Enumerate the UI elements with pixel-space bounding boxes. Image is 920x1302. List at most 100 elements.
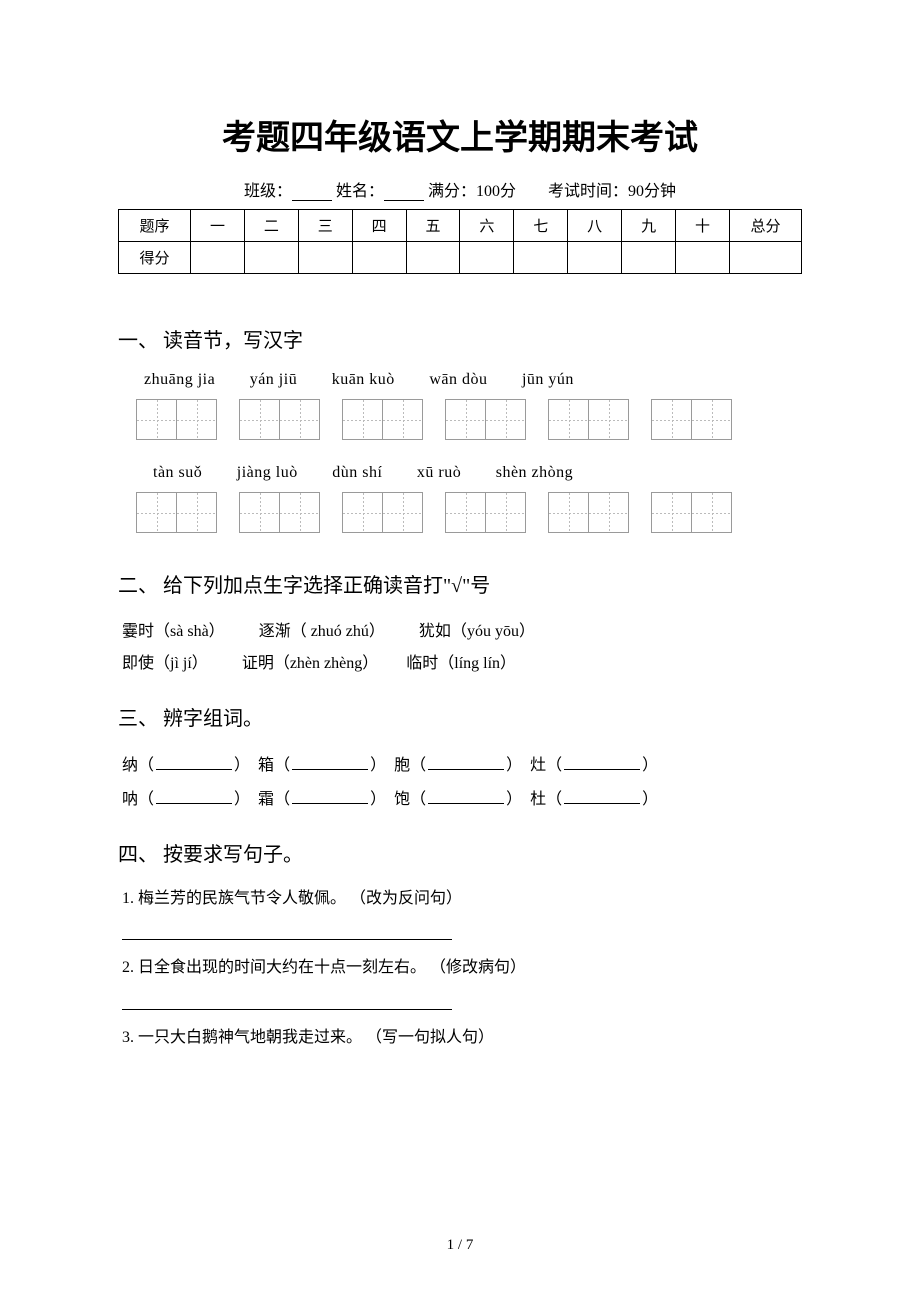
header-cell: 六 [460,210,514,242]
header-cell: 题序 [119,210,191,242]
q2-word: 霎时 [122,623,154,640]
pinyin: kuān kuò [332,371,395,388]
header-cell: 三 [298,210,352,242]
fill-blank [156,756,232,770]
char-box [342,492,423,533]
q3-char: 灶 [530,757,546,774]
q2-py: （sà shà） [154,623,225,640]
char-box [548,399,629,440]
score-cell [406,242,460,274]
tianzi-cell [239,399,280,440]
tianzi-cell [382,492,423,533]
class-blank [292,185,332,201]
score-cell [622,242,676,274]
tianzi-cell [548,399,589,440]
answer-line [122,920,452,940]
tianzi-cell [279,399,320,440]
fill-blank [564,756,640,770]
q3-char: 杜 [530,791,546,808]
answer-line [122,990,452,1010]
char-box [445,399,526,440]
q3-char: 霜 [258,791,274,808]
fill-blank [292,756,368,770]
header-cell: 七 [514,210,568,242]
tianzi-cell [136,399,177,440]
fill-blank [156,790,232,804]
q2-py: （ zhuó zhú） [291,623,385,640]
q3-char: 胞 [394,757,410,774]
fill-blank [428,756,504,770]
tianzi-cell [279,492,320,533]
tianzi-cell [342,399,383,440]
char-box [548,492,629,533]
q4-item: 2. 日全食出现的时间大约在十点一刻左右。 （修改病句） [122,954,802,981]
tianzi-cell [588,492,629,533]
tianzi-cell [239,492,280,533]
fill-blank [564,790,640,804]
char-box [445,492,526,533]
time-label: 考试时间： [548,183,628,200]
q2-word: 证明 [242,655,274,672]
score-cell [514,242,568,274]
char-box [239,399,320,440]
score-cell [298,242,352,274]
header-cell: 八 [568,210,622,242]
tianzi-row-1 [136,399,802,440]
tianzi-cell [691,492,732,533]
pinyin-row-2: tàn suǒ jiàng luò dùn shí xū ruò shèn zh… [144,464,802,482]
tianzi-cell [548,492,589,533]
tianzi-cell [136,492,177,533]
tianzi-cell [342,492,383,533]
q2-py: （yóu yōu） [451,623,535,640]
score-value: 100分 [476,183,516,200]
header-cell: 一 [191,210,245,242]
score-cell [191,242,245,274]
tianzi-cell [651,399,692,440]
q2-word: 犹如 [419,623,451,640]
char-box [136,399,217,440]
fill-blank [292,790,368,804]
q4-title: 四、 按要求写句子。 [118,838,802,867]
tianzi-cell [382,399,423,440]
name-blank [384,185,424,201]
header-cell: 二 [244,210,298,242]
header-cell: 五 [406,210,460,242]
tianzi-cell [176,492,217,533]
q2-word: 逐渐 [259,623,291,640]
q2-py: （líng lín） [438,655,516,672]
q4-item: 3. 一只大白鹅神气地朝我走过来。 （写一句拟人句） [122,1024,802,1051]
char-box [239,492,320,533]
tianzi-cell [651,492,692,533]
header-cell: 总分 [730,210,802,242]
q4-item: 1. 梅兰芳的民族气节令人敬佩。 （改为反问句） [122,885,802,912]
score-label-cell: 得分 [119,242,191,274]
pinyin: yán jiū [250,371,298,388]
score-cell [460,242,514,274]
score-cell [568,242,622,274]
q3-char: 纳 [122,757,138,774]
time-value: 90分钟 [628,183,676,200]
pinyin: tàn suǒ [153,464,202,481]
q2-title: 二、 给下列加点生字选择正确读音打"√"号 [118,569,802,598]
char-box [342,399,423,440]
class-label: 班级： [244,183,292,200]
header-cell: 九 [622,210,676,242]
name-label: 姓名： [336,183,384,200]
char-box [651,492,732,533]
q1-title: 一、 读音节，写汉字 [118,324,802,353]
pinyin: wān dòu [429,371,487,388]
tianzi-cell [485,399,526,440]
table-row: 题序 一 二 三 四 五 六 七 八 九 十 总分 [119,210,802,242]
exam-info: 班级： 姓名： 满分：100分 考试时间：90分钟 [118,177,802,201]
header-cell: 四 [352,210,406,242]
tianzi-row-2 [136,492,802,533]
score-cell [676,242,730,274]
q3-body: 纳（） 箱（） 胞（） 灶（） 呐（） 霜（） 饱（） 杜（） [122,749,802,816]
pinyin: jūn yún [522,371,574,388]
q2-word: 即使 [122,655,154,672]
pinyin: zhuāng jia [144,371,215,388]
score-table: 题序 一 二 三 四 五 六 七 八 九 十 总分 得分 [118,209,802,274]
tianzi-cell [588,399,629,440]
q2-py: （jì jí） [154,655,208,672]
pinyin: xū ruò [417,464,461,481]
